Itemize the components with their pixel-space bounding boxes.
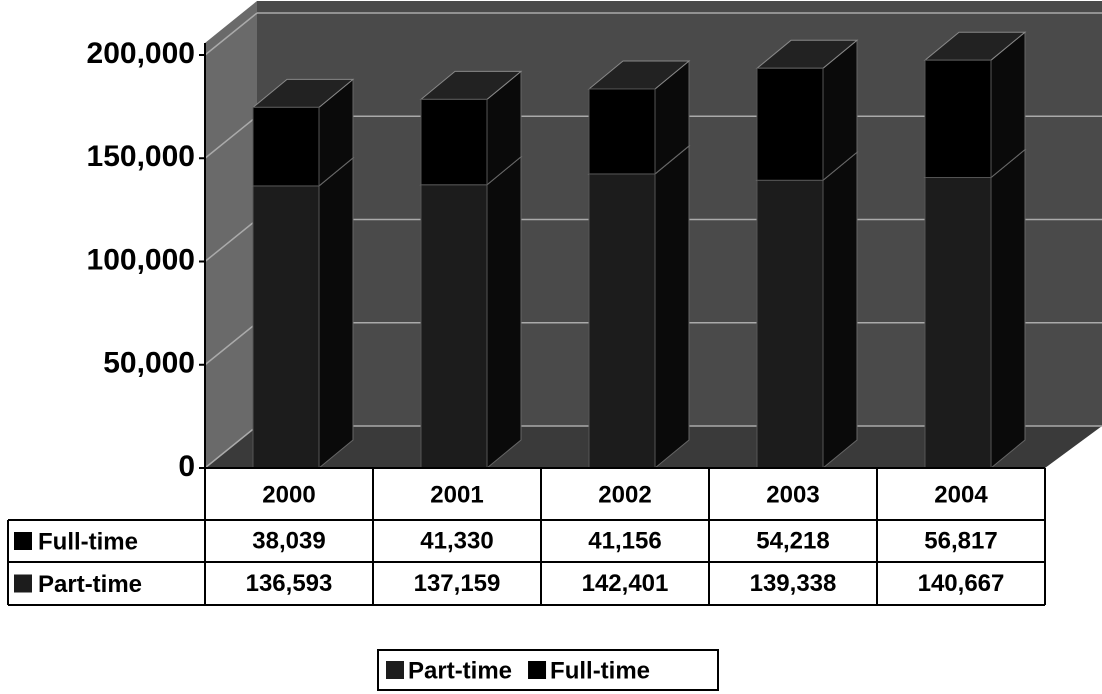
y-tick-label: 50,000 [103, 347, 195, 380]
bar-side [486, 155, 522, 470]
bar [588, 88, 656, 175]
grid-line [204, 218, 258, 263]
y-tick-label: 200,000 [87, 37, 195, 70]
legend-key [528, 661, 547, 679]
side-wall [205, 1, 257, 468]
bar [252, 106, 320, 187]
grid-line [204, 425, 258, 469]
legend-label: Full-time [550, 657, 650, 684]
legend-key [14, 574, 32, 593]
data-label: 136,593 [246, 570, 333, 597]
grid-line [204, 12, 258, 56]
bar [420, 98, 488, 186]
row-label: Part-time [38, 571, 142, 598]
bar-side [318, 156, 354, 470]
x-tick-label: 2004 [934, 481, 988, 508]
x-tick-label: 2001 [430, 481, 483, 508]
bar [924, 177, 992, 469]
bar [924, 59, 992, 179]
row-label: Full-time [38, 528, 138, 555]
legend-box [377, 649, 719, 691]
bar-side [654, 144, 690, 470]
legend-key [14, 532, 32, 550]
data-label: 56,817 [924, 527, 997, 554]
grid-line [204, 115, 258, 159]
data-label: 54,218 [756, 527, 829, 554]
x-tick-label: 2002 [598, 481, 651, 508]
y-tick-label: 100,000 [87, 243, 195, 276]
data-label: 142,401 [582, 570, 669, 597]
data-label: 140,667 [918, 570, 1005, 597]
legend-label: Part-time [408, 657, 512, 684]
bar [588, 173, 656, 469]
grid-line [204, 322, 258, 366]
bar [756, 67, 824, 181]
y-tick-label: 0 [178, 450, 195, 483]
data-label: 139,338 [750, 570, 837, 597]
data-label: 38,039 [252, 527, 325, 554]
bar [756, 179, 824, 469]
bar [252, 185, 320, 469]
data-label: 137,159 [414, 570, 501, 597]
data-label: 41,330 [420, 527, 493, 554]
bar-side [822, 151, 858, 470]
bar [420, 184, 488, 469]
data-label: 41,156 [588, 527, 661, 554]
y-tick-label: 150,000 [87, 140, 195, 173]
x-tick-label: 2003 [766, 481, 819, 508]
x-tick-label: 2000 [262, 481, 315, 508]
bar-side [990, 148, 1026, 470]
legend-key [386, 661, 404, 679]
